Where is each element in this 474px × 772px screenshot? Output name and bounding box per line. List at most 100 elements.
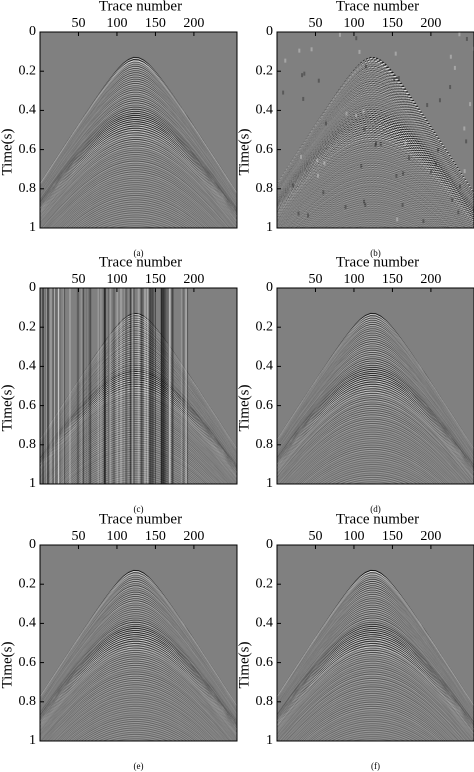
panel-caption: (e) xyxy=(134,761,144,771)
noise-trace xyxy=(130,288,133,484)
seismic-event xyxy=(294,441,451,484)
seismic-event xyxy=(279,163,466,228)
seismic-event xyxy=(300,192,445,228)
seismic-event xyxy=(284,684,461,741)
seismic-event xyxy=(70,712,201,741)
seismic-event xyxy=(50,688,221,741)
seismic-event xyxy=(80,207,191,228)
seismic-event xyxy=(40,403,237,484)
seismic-event xyxy=(40,340,237,457)
seismic-event xyxy=(348,480,398,484)
seismic-event xyxy=(83,723,188,741)
seismic-event xyxy=(40,345,237,458)
seismic-event xyxy=(306,198,439,228)
seismic-event xyxy=(341,477,404,484)
seismic-event xyxy=(69,454,202,484)
seismic-event xyxy=(277,141,474,226)
seismic-event xyxy=(107,736,164,741)
seismic-event xyxy=(321,724,424,741)
seismic-event xyxy=(40,321,237,452)
noise-speck xyxy=(426,103,429,108)
seismic-event xyxy=(41,160,231,228)
seismic-event xyxy=(323,212,422,228)
x-tick-label: 150 xyxy=(382,272,403,287)
seismic-event xyxy=(277,666,471,741)
noise-trace xyxy=(107,288,110,484)
seismic-event xyxy=(297,701,448,741)
seismic-event xyxy=(40,587,237,711)
noise-speck xyxy=(322,190,325,195)
panel-caption: (a) xyxy=(134,248,144,258)
seismic-event xyxy=(40,600,237,715)
seismic-event xyxy=(308,200,437,228)
seismic-event xyxy=(277,78,474,199)
seismic-event xyxy=(83,210,188,228)
noise-speck xyxy=(438,98,441,103)
seismic-event xyxy=(277,350,474,460)
x-tick-label: 50 xyxy=(71,529,85,544)
seismic-event xyxy=(40,150,236,228)
seismic-event xyxy=(40,72,237,197)
seismic-event xyxy=(317,463,428,484)
seismic-event xyxy=(293,184,452,228)
noise-trace xyxy=(131,288,134,484)
seismic-event xyxy=(40,138,237,225)
seismic-event xyxy=(277,592,474,712)
seismic-event xyxy=(40,656,237,741)
seismic-event xyxy=(40,143,237,228)
seismic-event xyxy=(40,623,237,724)
seismic-event xyxy=(40,593,237,713)
seismic-event xyxy=(40,144,237,228)
seismic-event xyxy=(277,86,474,201)
seismic-event xyxy=(48,685,223,741)
seismic-event xyxy=(63,705,208,741)
seismic-event xyxy=(302,449,443,484)
seismic-event xyxy=(277,322,474,452)
x-tick-label: 150 xyxy=(145,529,166,544)
seismic-event xyxy=(277,87,474,202)
seismic-event xyxy=(40,576,237,708)
seismic-event xyxy=(40,331,237,454)
seismic-event xyxy=(277,585,474,710)
y-tick-label: 0.6 xyxy=(19,655,37,670)
noise-trace xyxy=(62,288,64,484)
seismic-event xyxy=(40,358,237,463)
seismic-event xyxy=(277,414,469,484)
seismic-event xyxy=(325,469,420,484)
seismic-event xyxy=(277,604,474,716)
seismic-event xyxy=(304,709,441,741)
seismic-event xyxy=(86,212,185,228)
noise-speck xyxy=(301,73,304,78)
y-tick-label: 0.4 xyxy=(256,103,274,118)
seismic-event xyxy=(277,582,474,710)
seismic-event xyxy=(99,732,172,741)
panel: 50 100 150 200 0 0.2 0.4 0.6 0.8 1 Trace number Tim… xyxy=(0,511,238,771)
seismic-event xyxy=(40,103,237,208)
noise-trace xyxy=(42,288,45,484)
seismic-event xyxy=(309,714,436,741)
seismic-event xyxy=(279,419,466,484)
noise-trace xyxy=(137,288,139,484)
seismic-event xyxy=(99,219,172,228)
seismic-event xyxy=(277,359,474,464)
seismic-event xyxy=(40,598,237,714)
seismic-event xyxy=(277,670,469,741)
seismic-event xyxy=(40,657,237,741)
seismic-event xyxy=(54,181,217,228)
seismic-event xyxy=(285,173,460,228)
seismic-event xyxy=(277,579,474,709)
seismic-event xyxy=(40,77,237,199)
seismic-event xyxy=(40,84,237,201)
panel-caption: (d) xyxy=(370,504,381,514)
seismic-event xyxy=(283,425,462,484)
seismic-event xyxy=(54,694,217,741)
noise-trace xyxy=(148,288,151,484)
seismic-event xyxy=(291,181,454,228)
seismic-event xyxy=(299,446,447,484)
seismic-event xyxy=(51,432,220,484)
seismic-event xyxy=(277,613,474,719)
seismic-event xyxy=(52,178,219,228)
seismic-event xyxy=(277,104,474,208)
seismic-event xyxy=(114,225,157,228)
seismic-event xyxy=(288,176,457,228)
